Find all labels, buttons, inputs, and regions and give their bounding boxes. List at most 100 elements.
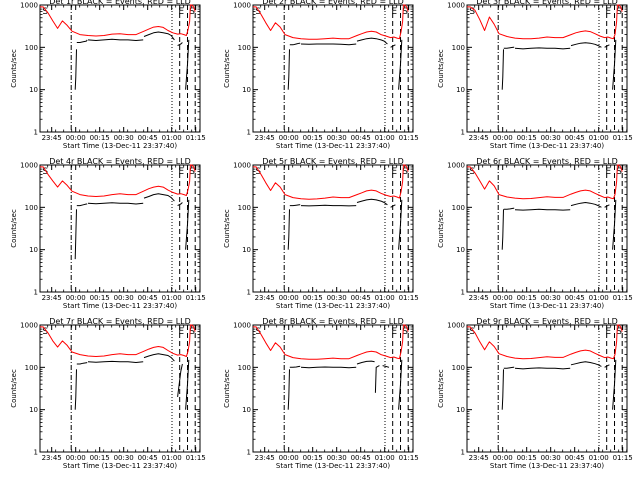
x-tick-label: 00:15 [517,294,537,302]
x-tick-label: 00:30 [114,134,134,142]
x-tick-label: 00:00 [66,454,86,462]
events-curve-segment [503,207,515,210]
x-tick-label: 01:00 [589,134,609,142]
events-curve-segment [514,47,571,50]
x-tick-label: 01:15 [186,294,206,302]
events-curve-segment [390,204,396,208]
y-tick-label: 100 [25,44,38,52]
events-curve-segment [177,202,183,207]
events-curve-segment [289,42,301,46]
lld-curve [253,164,409,200]
marker-s: S [42,327,48,337]
y-axis-label: Counts/sec [223,369,231,408]
events-curve-segment [76,39,88,43]
x-tick-label: 01:00 [375,294,395,302]
events-curve-segment [76,203,88,207]
x-tick-label: 23:45 [469,454,489,462]
x-tick-label: 00:15 [90,294,110,302]
panel-title: Det 7r BLACK = Events, RED = LLD [49,317,191,326]
x-tick-label: 00:30 [327,454,347,462]
x-tick-label: 01:00 [162,294,182,302]
marker-s: S [616,7,622,17]
marker-s: S [189,167,195,177]
chart-panel-8: Det 8r BLACK = Events, RED = LLD 1 10 100 10… [223,317,419,470]
x-tick-label: 23:45 [469,294,489,302]
x-tick-label: 00:00 [493,454,513,462]
panel-title: Det 9r BLACK = Events, RED = LLD [476,317,618,326]
events-curve-segment [287,49,290,90]
y-axis-label: Counts/sec [223,209,231,248]
y-tick-label: 1000 [20,2,38,10]
x-tick-label: 00:30 [327,294,347,302]
y-tick-label: 1 [34,129,38,137]
y-tick-label: 10 [29,406,38,414]
events-curve-segment [374,365,380,393]
x-tick-label: 01:00 [375,134,395,142]
x-tick-label: 01:00 [589,454,609,462]
y-tick-label: 100 [452,364,465,372]
events-curve-segment [185,199,190,250]
chart-panel-5: Det 5r BLACK = Events, RED = LLD 1 10 100 10… [223,157,419,310]
y-tick-label: 1 [34,449,38,457]
x-tick-label: 23:45 [42,134,62,142]
y-axis-label: Counts/sec [10,49,18,88]
x-tick-label: 23:45 [42,294,62,302]
x-axis-label: Start Time (13-Dec-11 23:37:40) [490,302,604,310]
y-tick-label: 10 [456,246,465,254]
chart-panel-6: Det 6r BLACK = Events, RED = LLD 1 10 100 10… [437,157,633,310]
x-tick-label: 00:15 [90,134,110,142]
x-tick-label: 00:00 [66,294,86,302]
x-axis-label: Start Time (13-Dec-11 23:37:40) [63,462,177,470]
x-tick-label: 01:15 [613,454,633,462]
events-curve-segment [143,353,175,362]
events-curve-segment [300,366,357,369]
y-tick-label: 100 [452,204,465,212]
y-tick-label: 1000 [447,322,465,330]
events-curve-segment [185,39,190,90]
events-curve-segment [398,39,403,90]
lld-curve [40,324,196,357]
events-curve-segment [398,359,403,410]
panel-title: Det 6r BLACK = Events, RED = LLD [476,157,618,166]
x-axis-label: Start Time (13-Dec-11 23:37:40) [490,462,604,470]
marker-s: S [616,327,622,337]
events-curve-segment [185,359,190,410]
x-tick-label: 01:00 [589,294,609,302]
x-tick-label: 00:15 [303,294,323,302]
events-curve-segment [74,209,77,260]
x-tick-label: 01:15 [399,134,419,142]
x-tick-label: 00:45 [351,134,371,142]
y-tick-label: 10 [29,86,38,94]
events-curve-segment [289,204,301,207]
chart-panel-1: Det 1r BLACK = Events, RED = LLD 1 10 100 10… [10,0,206,150]
y-tick-label: 100 [238,44,251,52]
marker-s: S [255,167,261,177]
events-curve-segment [300,204,357,207]
y-tick-label: 1000 [447,162,465,170]
x-tick-label: 23:45 [255,134,275,142]
y-tick-label: 1000 [20,162,38,170]
x-tick-label: 00:00 [493,134,513,142]
x-tick-label: 01:00 [162,134,182,142]
panel-title: Det 2r BLACK = Events, RED = LLD [262,0,404,6]
marker-e: E [178,327,184,337]
x-tick-label: 00:45 [138,294,158,302]
plot-frame [39,4,201,133]
events-curve-segment [74,49,77,90]
lld-curve [467,324,623,360]
y-tick-label: 1000 [233,162,251,170]
x-tick-label: 00:30 [327,134,347,142]
y-tick-label: 1000 [233,2,251,10]
events-curve-segment [143,31,175,41]
x-tick-label: 23:45 [469,134,489,142]
y-tick-label: 100 [25,364,38,372]
y-tick-label: 1 [34,289,38,297]
y-tick-label: 10 [456,406,465,414]
events-curve-segment [300,43,357,46]
marker-e: E [391,167,397,177]
marker-e: E [605,7,611,17]
marker-s: S [402,167,408,177]
plot-frame [466,164,628,293]
y-axis-label: Counts/sec [10,369,18,408]
marker-s: S [469,327,475,337]
